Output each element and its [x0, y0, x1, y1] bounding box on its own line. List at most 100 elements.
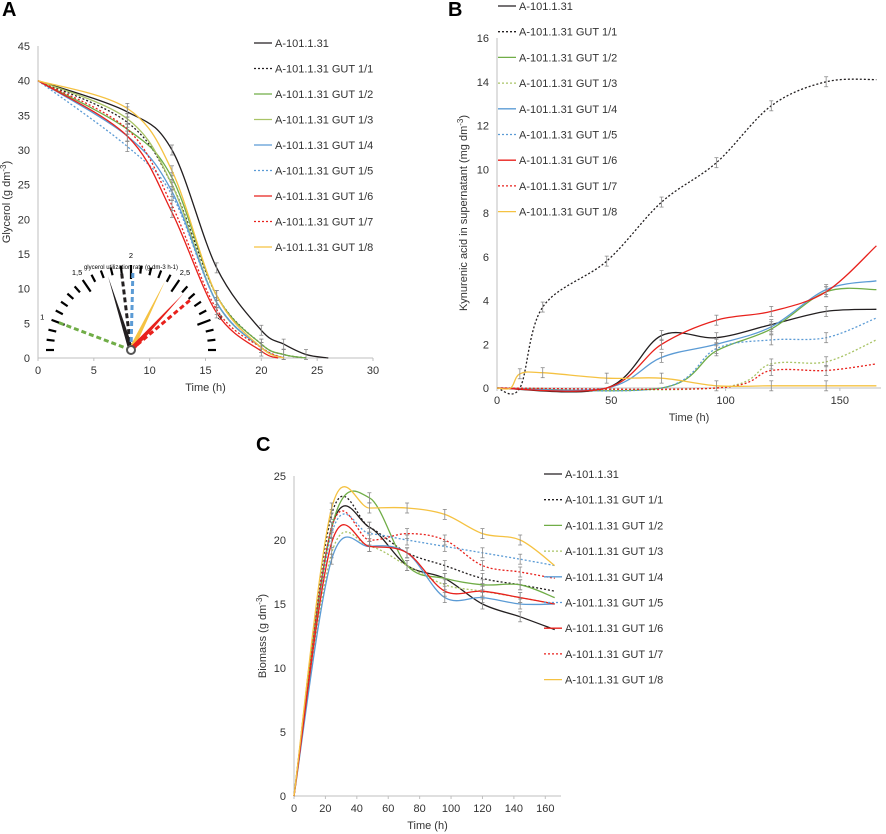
series-line — [496, 317, 877, 392]
gauge-tick — [193, 300, 202, 308]
x-axis-label: Time (h) — [185, 382, 226, 394]
y-tick-label: 10 — [477, 164, 489, 176]
x-tick-label: 20 — [255, 365, 267, 377]
x-tick-label: 5 — [91, 365, 97, 377]
legend-label: A-101.1.31 GUT 1/4 — [565, 572, 663, 584]
legend-label: A-101.1.31 GUT 1/1 — [275, 64, 373, 76]
legend-label: A-101.1.31 GUT 1/5 — [519, 130, 617, 142]
gauge-tick — [48, 328, 57, 333]
y-tick-label: 2 — [483, 339, 489, 351]
legend-label: A-101.1.31 GUT 1/2 — [565, 520, 663, 532]
gauge-tick — [81, 279, 92, 293]
y-tick-label: 12 — [477, 121, 489, 133]
x-tick-label: 15 — [199, 365, 211, 377]
legend-label: A-101.1.31 — [565, 469, 619, 481]
gauge-tick — [148, 267, 153, 276]
legend-label: A-101.1.31 GUT 1/6 — [565, 623, 663, 635]
gauge-tick — [187, 292, 196, 300]
series-line — [293, 531, 555, 797]
y-tick-label: 0 — [483, 383, 489, 395]
panel-c: C 0 20 40 60 80 100 120 140 160 0 5 10 15 20 25 Time (h)… — [255, 434, 664, 832]
gauge-scale-label: 2,5 — [180, 268, 190, 277]
series-line — [496, 371, 877, 390]
legend-label: A-101.1.31 GUT 1/8 — [519, 207, 617, 219]
y-axis-label-end: ) — [458, 115, 470, 119]
x-tick-label: 10 — [144, 365, 156, 377]
y-tick-label: 0 — [24, 353, 30, 365]
x-tick-label: 50 — [605, 395, 617, 407]
x-tick-label: 120 — [473, 803, 491, 815]
gauge-tick — [205, 328, 214, 333]
y-tick-label: 30 — [18, 145, 30, 157]
x-tick-label: 0 — [291, 803, 297, 815]
gauge-tick — [170, 279, 181, 293]
gauge-needle — [58, 321, 132, 352]
legend-label: A-101.1.31 GUT 1/3 — [519, 78, 617, 90]
series-line — [293, 486, 556, 797]
y-tick-label: 25 — [18, 180, 30, 192]
x-tick-label: 20 — [319, 803, 331, 815]
legend-label: A-101.1.31 GUT 1/5 — [565, 598, 663, 610]
y-tick-label: 20 — [274, 535, 286, 547]
y-tick-label: 5 — [280, 727, 286, 739]
gauge-scale-label: 1 — [40, 312, 44, 321]
series-line — [496, 245, 877, 392]
legend-label: A-101.1.31 GUT 1/7 — [519, 181, 617, 193]
y-tick-label: 10 — [274, 663, 286, 675]
gauge-needle — [120, 273, 133, 351]
legend-label: A-101.1.31 — [275, 38, 329, 50]
gauge-tick — [196, 318, 211, 326]
gauge-needle — [129, 272, 135, 351]
gauge-hub — [126, 345, 136, 355]
y-tick-label: 16 — [477, 33, 489, 45]
y-tick-label: 4 — [483, 296, 489, 308]
y-tick-label: 8 — [483, 208, 489, 220]
x-tick-label: 30 — [367, 365, 379, 377]
gauge-tick — [157, 270, 163, 279]
y-tick-label: 20 — [18, 214, 30, 226]
y-axis-label-text: Biomass (g dm — [257, 605, 269, 678]
gauge-scale-label: 3 — [218, 312, 222, 321]
x-tick-label: 0 — [35, 365, 41, 377]
x-axis-label: Time (h) — [669, 412, 710, 424]
gauge-tick — [90, 274, 97, 283]
legend-label: A-101.1.31 GUT 1/4 — [275, 140, 373, 152]
x-tick-label: 0 — [494, 395, 500, 407]
gauge-tick — [109, 267, 114, 276]
gauge-needle — [130, 299, 191, 352]
y-tick-label: 15 — [18, 249, 30, 261]
panel-letter: C — [256, 434, 270, 456]
series-line — [293, 524, 555, 797]
series-line — [37, 80, 284, 359]
gauge-needle — [128, 280, 166, 352]
legend-label: A-101.1.31 GUT 1/7 — [565, 649, 663, 661]
series-line — [496, 339, 877, 391]
y-axis-label: Biomass (g dm-3) — [255, 594, 270, 678]
x-tick-label: 25 — [311, 365, 323, 377]
gauge-tick — [165, 274, 172, 283]
gauge-tick — [46, 338, 55, 342]
y-tick-label: 6 — [483, 252, 489, 264]
panel-letter: B — [448, 0, 462, 21]
gauge-scale-label: 2 — [129, 251, 133, 260]
x-tick-label: 60 — [382, 803, 394, 815]
panel-a: A 0 5 10 15 20 25 30 0 5 10 15 20 25 30 35 40 45 Time (h) G… — [0, 0, 379, 394]
gauge-tick — [60, 300, 69, 308]
legend-label: A-101.1.31 GUT 1/8 — [565, 675, 663, 687]
x-tick-label: 80 — [414, 803, 426, 815]
series-line — [293, 510, 555, 797]
gauge-tick — [207, 338, 216, 342]
x-axis-label: Time (h) — [407, 820, 448, 832]
legend-label: A-101.1.31 GUT 1/3 — [275, 115, 373, 127]
y-tick-label: 5 — [24, 318, 30, 330]
series-line — [496, 363, 877, 390]
x-tick-label: 150 — [831, 395, 849, 407]
legend-label: A-101.1.31 GUT 1/1 — [565, 495, 663, 507]
panel-b: B 0 50 100 150 0 2 4 6 8 10 12 14 16 Time (h) Kynurenic… — [448, 0, 881, 424]
series-line — [496, 78, 877, 395]
gauge-tick — [73, 285, 81, 294]
legend: A-101.1.31 A-101.1.31 GUT 1/1 A-101.1.31 G… — [498, 1, 617, 219]
y-tick-label: 14 — [477, 77, 489, 89]
gauge-tick — [99, 270, 105, 279]
